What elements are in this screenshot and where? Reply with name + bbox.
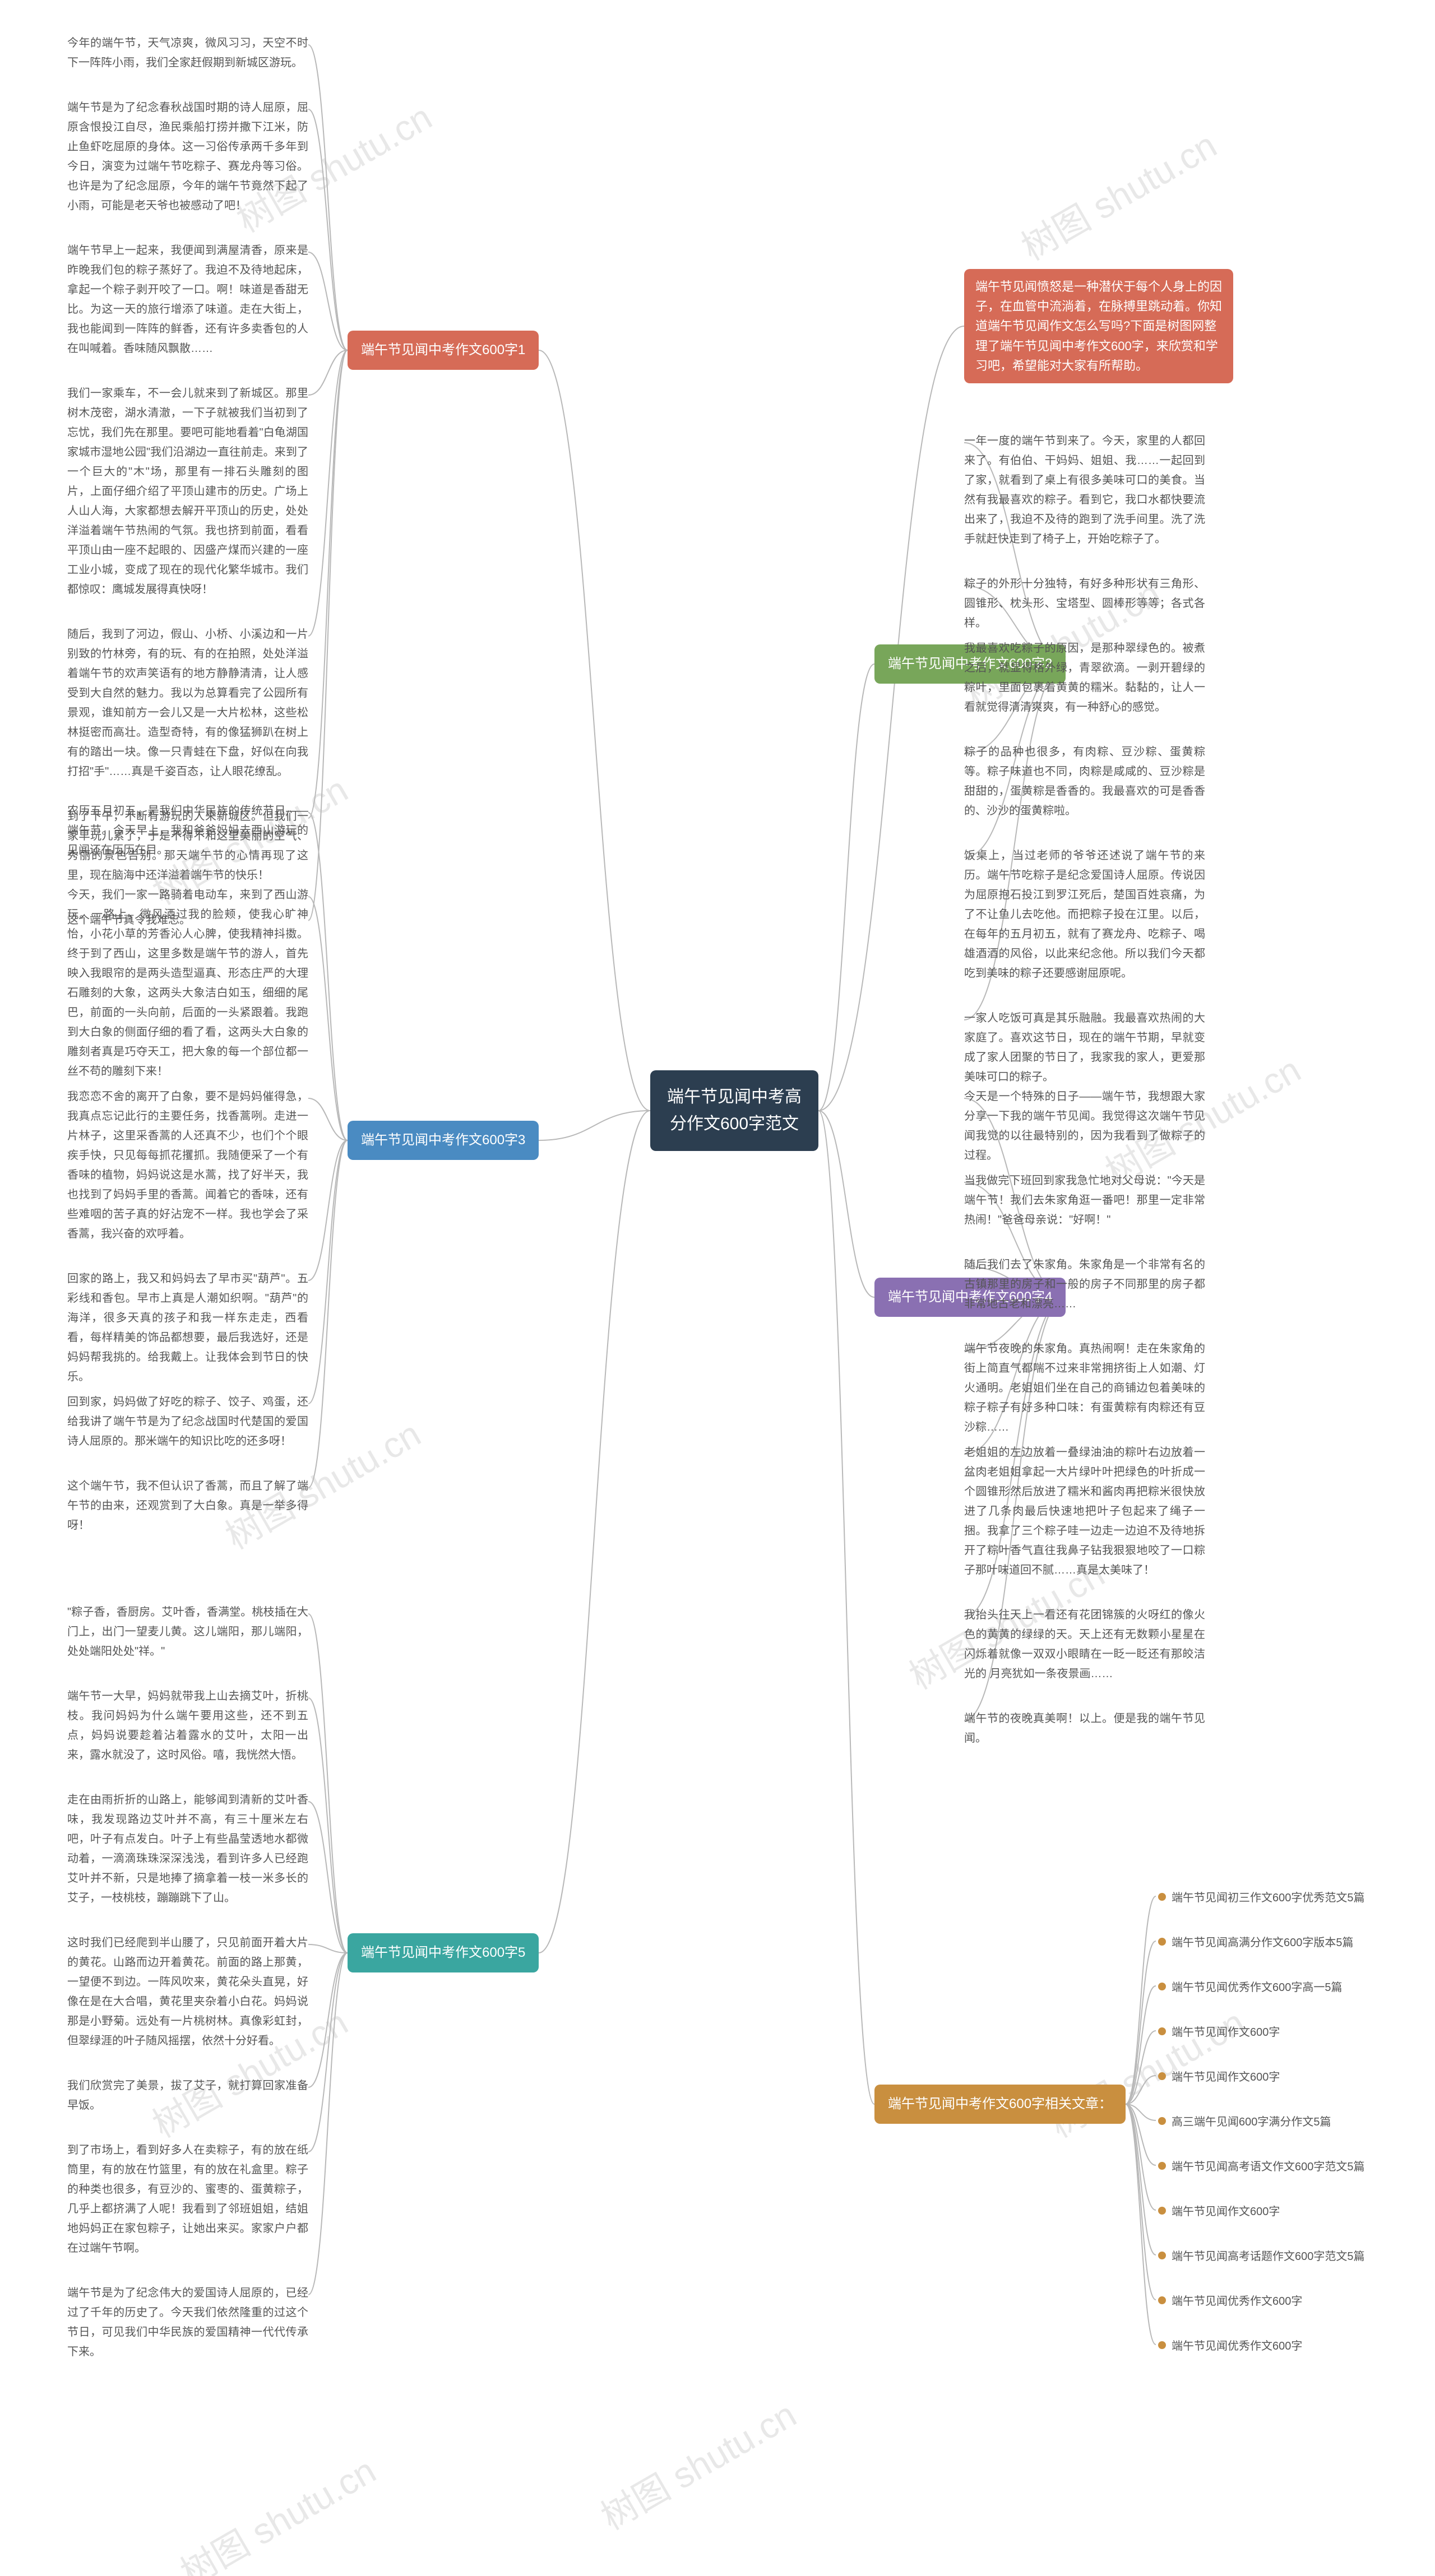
bullet-dot — [1158, 2117, 1166, 2125]
leaf-text: 端午节的夜晚真美啊！以上。便是我的端午节见闻。 — [964, 1709, 1205, 1748]
leaf-text: 今年的端午节，天气凉爽，微风习习，天空不时下一阵阵小雨，我们全家赶假期到新城区游… — [67, 34, 308, 73]
leaf-text: 我们一家乘车，不一会儿就来到了新城区。那里树木茂密，湖水清澈，一下子就被我们当初… — [67, 384, 308, 600]
related-article-item: 端午节见闻高考语文作文600字范文5篇 — [1172, 2157, 1365, 2174]
leaf-text: "粽子香，香厨房。艾叶香，香满堂。桃枝插在大门上，出门一望麦儿黄。这儿端阳，那儿… — [67, 1603, 308, 1661]
related-article-item: 端午节见闻作文600字 — [1172, 2202, 1280, 2218]
leaf-text: 这时我们已经爬到半山腰了，只见前面开着大片的黄花。山路而边开着黄花。前面的路上那… — [67, 1933, 308, 2051]
leaf-text: 农历五月初五，是我们中华民族的传统节日——端午节。今天早上，我和爸爸妈妈去西山游… — [67, 801, 308, 860]
leaf-text: 今天，我们一家一路骑着电动车，来到了西山游玩。一路上，微风洒过我的脸颊，使我心旷… — [67, 885, 308, 1082]
leaf-text: 我恋恋不舍的离开了白象，要不是妈妈催得急，我真点忘记此行的主要任务，找香蒿咧。走… — [67, 1087, 308, 1244]
bullet-dot — [1158, 2162, 1166, 2170]
leaf-text: 我们欣赏完了美景，拔了艾子，就打算回家准备早饭。 — [67, 2076, 308, 2115]
topic-3-label: 端午节见闻中考作文600字3 — [361, 1132, 525, 1148]
leaf-text: 走在由雨折折的山路上，能够闻到清新的艾叶香味，我发现路边艾叶并不高，有三十厘米左… — [67, 1790, 308, 1908]
watermark: 树图 shutu.cn — [590, 2387, 804, 2540]
bullet-dot — [1158, 2072, 1166, 2080]
related-article-item: 端午节见闻初三作文600字优秀范文5篇 — [1172, 1888, 1365, 1905]
leaf-text: 端午节早上一起来，我便闻到满屋清香，原来是昨晚我们包的粽子蒸好了。我迫不及待地起… — [67, 241, 308, 359]
leaf-text: 饭桌上，当过老师的爷爷还述说了端午节的来历。端午节吃粽子是纪念爱国诗人屈原。传说… — [964, 846, 1205, 983]
related-article-item: 端午节见闻优秀作文600字 — [1172, 2337, 1302, 2353]
related-article-item: 端午节见闻高满分作文600字版本5篇 — [1172, 1933, 1354, 1950]
topic-6-label: 端午节见闻中考作文600字相关文章： — [888, 2096, 1112, 2111]
related-article-item: 端午节见闻高考话题作文600字范文5篇 — [1172, 2247, 1365, 2263]
topic-5-label: 端午节见闻中考作文600字5 — [361, 1945, 525, 1960]
bullet-dot — [1158, 2341, 1166, 2349]
leaf-text: 回家的路上，我又和妈妈去了早市买"葫芦"。五彩线和香包。早市上真是人潮如织啊。"… — [67, 1269, 308, 1387]
leaf-text: 随后，我到了河边，假山、小桥、小溪边和一片别致的竹林旁，有的玩、有的在拍照，处处… — [67, 625, 308, 782]
topic-1-label: 端午节见闻中考作文600字1 — [361, 342, 525, 358]
bullet-dot — [1158, 1938, 1166, 1946]
intro-text: 端午节见闻愤怒是一种潜伏于每个人身上的因子，在血管中流淌着，在脉搏里跳动着。你知… — [975, 280, 1222, 373]
bullet-dot — [1158, 1893, 1166, 1901]
related-article-item: 端午节见闻作文600字 — [1172, 2068, 1280, 2084]
leaf-text: 端午节一大早，妈妈就带我上山去摘艾叶，折桃枝。我问妈妈为什么端午要用这些，还不到… — [67, 1687, 308, 1765]
leaf-text: 端午节是为了纪念伟大的爱国诗人屈原的，已经过了千年的历史了。今天我们依然隆重的过… — [67, 2283, 308, 2362]
leaf-text: 回到家，妈妈做了好吃的粽子、饺子、鸡蛋，还给我讲了端午节是为了纪念战国时代楚国的… — [67, 1393, 308, 1451]
related-article-item: 高三端午见闻600字满分作文5篇 — [1172, 2113, 1331, 2129]
leaf-text: 到了市场上，看到好多人在卖粽子，有的放在纸筒里，有的放在竹篮里，有的放在礼盒里。… — [67, 2141, 308, 2258]
topic-6: 端午节见闻中考作文600字相关文章： — [874, 2085, 1126, 2124]
center-node: 端午节见闻中考高分作文600字范文 — [650, 1070, 818, 1151]
bullet-dot — [1158, 2252, 1166, 2259]
intro-node: 端午节见闻愤怒是一种潜伏于每个人身上的因子，在血管中流淌着，在脉搏里跳动着。你知… — [964, 269, 1233, 383]
center-title: 端午节见闻中考高分作文600字范文 — [667, 1088, 802, 1133]
leaf-text: 这个端午节，我不但认识了香蒿，而且了解了端午节的由来，还观赏到了大白象。真是一举… — [67, 1477, 308, 1535]
leaf-text: 端午节夜晚的朱家角。真热闹啊！走在朱家角的街上简直气都喘不过来非常拥挤街上人如潮… — [964, 1339, 1205, 1437]
leaf-text: 老姐姐的左边放着一叠绿油油的粽叶右边放着一盆肉老姐姐拿起一大片绿叶叶把绿色的叶折… — [964, 1443, 1205, 1580]
watermark: 树图 shutu.cn — [170, 2443, 384, 2576]
leaf-text: 粽子的品种也很多，有肉粽、豆沙粽、蛋黄粽等。粽子味道也不同，肉粽是咸咸的、豆沙粽… — [964, 742, 1205, 821]
related-article-item: 端午节见闻优秀作文600字 — [1172, 2292, 1302, 2308]
related-article-item: 端午节见闻优秀作文600字高一5篇 — [1172, 1978, 1343, 1994]
leaf-text: 随后我们去了朱家角。朱家角是一个非常有名的古镇那里的房子和一般的房子不同那里的房… — [964, 1255, 1205, 1314]
leaf-text: 当我做完下班回到家我急忙地对父母说："今天是端午节！我们去朱家角逛一番吧！那里一… — [964, 1171, 1205, 1230]
bullet-dot — [1158, 2207, 1166, 2215]
topic-3: 端午节见闻中考作文600字3 — [348, 1121, 539, 1160]
bullet-dot — [1158, 2027, 1166, 2035]
leaf-text: 端午节是为了纪念春秋战国时期的诗人屈原，屈原含恨投江自尽，渔民乘船打捞并撒下江米… — [67, 98, 308, 216]
leaf-text: 一家人吃饭可真是其乐融融。我最喜欢热闹的大家庭了。喜欢这节日，现在的端午节期，早… — [964, 1009, 1205, 1087]
leaf-text: 我抬头往天上一看还有花团锦簇的火呀红的像火色的黄黄的绿绿的天。天上还有无数颗小星… — [964, 1605, 1205, 1684]
leaf-text: 我最喜欢吃粽子的原因，是那种翠绿色的。被煮之后，就显得格外绿，青翠欲滴。一剥开碧… — [964, 639, 1205, 717]
watermark: 树图 shutu.cn — [1011, 117, 1225, 271]
related-article-item: 端午节见闻作文600字 — [1172, 2023, 1280, 2039]
topic-5: 端午节见闻中考作文600字5 — [348, 1933, 539, 1972]
topic-1: 端午节见闻中考作文600字1 — [348, 331, 539, 370]
leaf-text: 一年一度的端午节到来了。今天，家里的人都回来了。有伯伯、干妈妈、姐姐、我……一起… — [964, 431, 1205, 549]
bullet-dot — [1158, 1983, 1166, 1990]
leaf-text: 粽子的外形十分独特，有好多种形状有三角形、圆锥形、枕头形、宝塔型、圆棒形等等；各… — [964, 574, 1205, 633]
leaf-text: 今天是一个特殊的日子——端午节，我想跟大家分享一下我的端午节见闻。我觉得这次端午… — [964, 1087, 1205, 1166]
bullet-dot — [1158, 2296, 1166, 2304]
